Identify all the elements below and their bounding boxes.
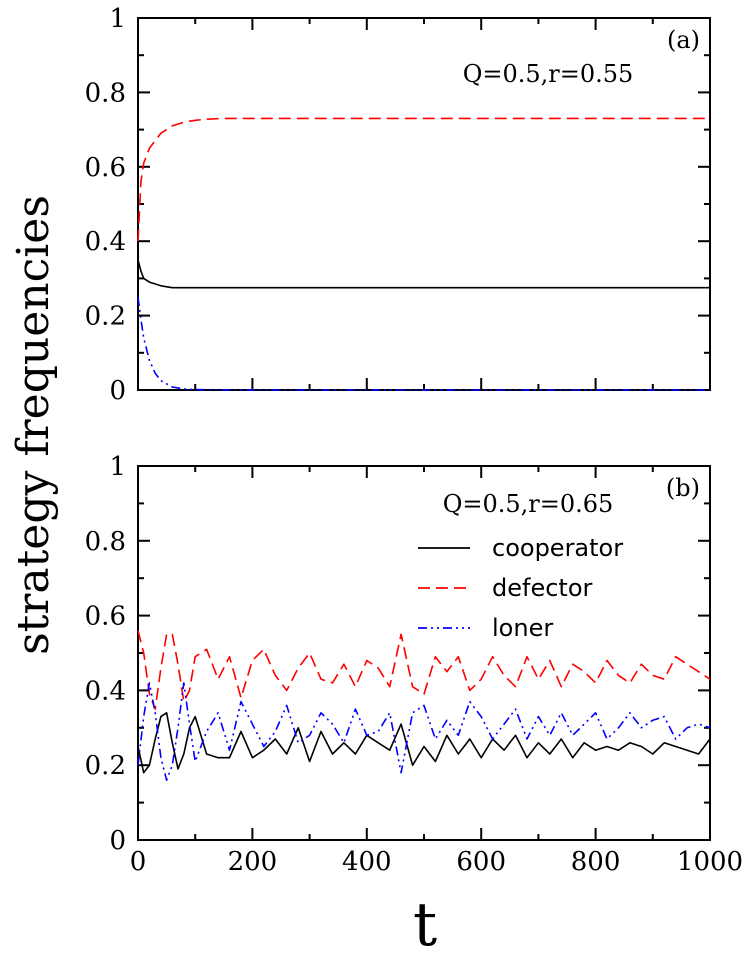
panel-b: 0 0.2 0.4 0.6 0.8 1 0 200 400 600 800 1000 (b) Q=0.5,… <box>85 452 743 877</box>
y-tick-label: 0.8 <box>85 78 126 108</box>
y-tick-label: 0.6 <box>85 153 126 183</box>
y-tick-label: 1 <box>109 4 126 34</box>
panel-a: 0 0.2 0.4 0.6 0.8 1 (a) Q=0.5,r=0.55 <box>85 4 711 406</box>
y-tick-label: 0.2 <box>85 302 126 332</box>
legend-label-loner: loner <box>492 614 553 642</box>
legend-label-defector: defector <box>492 574 593 602</box>
x-tick-label: 1000 <box>677 847 743 877</box>
x-axis-label: t <box>413 890 437 957</box>
y-axis-label: strategy frequencies <box>8 195 59 655</box>
y-tick-label: 0.6 <box>85 602 126 632</box>
parameter-annotation: Q=0.5,r=0.65 <box>443 490 614 518</box>
y-tick-label: 0.8 <box>85 527 126 557</box>
series-defector <box>137 117 710 242</box>
series-cooperator <box>137 259 710 289</box>
x-tick-label: 400 <box>342 847 392 877</box>
series-cooperator <box>137 712 711 774</box>
y-tick-label: 0.2 <box>85 751 126 781</box>
x-tick-label: 800 <box>571 847 621 877</box>
series-defector <box>137 630 711 710</box>
parameter-annotation: Q=0.5,r=0.55 <box>463 60 634 88</box>
x-tick-label: 200 <box>228 847 278 877</box>
y-tick-label: 0 <box>109 376 126 406</box>
panel-label: (b) <box>666 474 700 502</box>
panel-label: (a) <box>667 26 700 54</box>
x-tick-label: 0 <box>130 847 147 877</box>
plot-frame <box>137 465 711 841</box>
y-tick-label: 1 <box>109 452 126 482</box>
y-tick-label: 0.4 <box>85 676 126 706</box>
y-tick-label: 0.4 <box>85 227 126 257</box>
series-loner <box>137 682 711 781</box>
y-tick-label: 0 <box>109 826 126 856</box>
x-tick-label: 600 <box>456 847 506 877</box>
series-loner <box>137 296 710 391</box>
legend-label-cooperator: cooperator <box>492 534 623 562</box>
